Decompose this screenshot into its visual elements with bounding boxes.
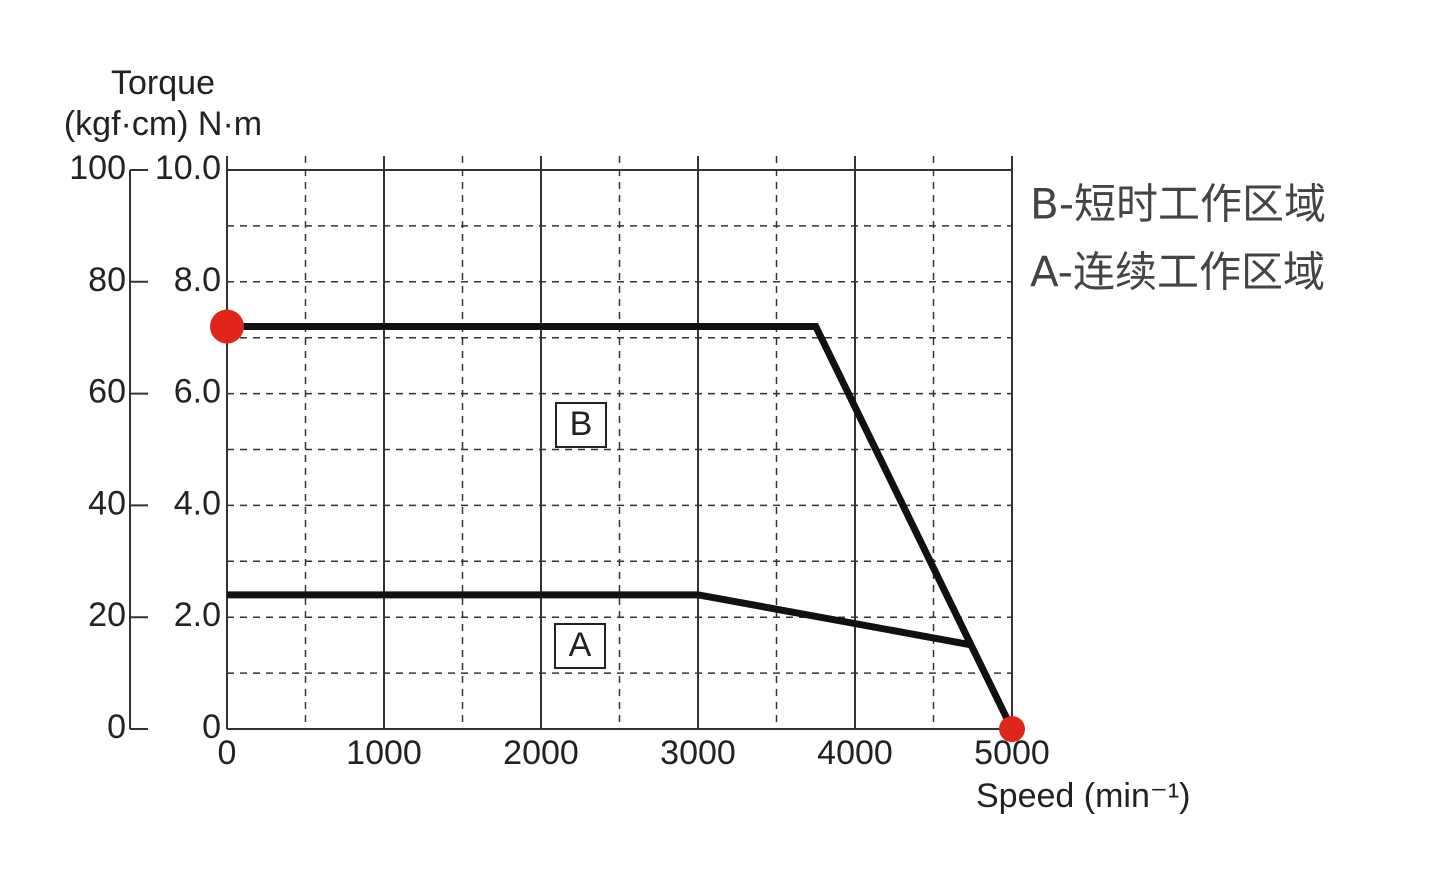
line	[227, 323, 1016, 731]
y-axis-title: Torque	[111, 64, 215, 102]
y-tick-label: 0	[202, 708, 221, 746]
annotation-box	[555, 402, 607, 448]
legend-text: A-连续工作区域	[1030, 248, 1325, 297]
y2-tick-label: 60	[88, 373, 126, 411]
endpoint-marker	[210, 309, 244, 344]
y-axis-unit: (kgf·cm) N·m	[64, 105, 262, 143]
x-axis-title: Speed (min⁻¹)	[976, 777, 1190, 815]
y2-tick-label: 80	[88, 261, 126, 299]
x-tick-label: 3000	[660, 734, 736, 772]
y2-tick-label: 0	[107, 708, 126, 746]
x-tick-label: 2000	[503, 734, 579, 772]
line	[227, 591, 974, 649]
annotation: B	[570, 405, 593, 443]
y-tick-label: 2.0	[174, 596, 221, 634]
y-tick-label: 6.0	[174, 373, 221, 411]
endpoint-marker	[999, 716, 1025, 742]
y2-tick-label: 40	[88, 484, 126, 522]
y2-tick-label: 100	[69, 149, 126, 187]
annotation: A	[569, 626, 592, 664]
legend-text: B-短时工作区域	[1030, 180, 1326, 229]
x-tick-label: 0	[218, 734, 237, 772]
annotation-box	[554, 623, 606, 669]
y-tick-label: 8.0	[174, 261, 221, 299]
x-tick-label: 1000	[346, 734, 422, 772]
y-tick-label: 10.0	[155, 149, 221, 187]
y-tick-label: 4.0	[174, 484, 221, 522]
y2-tick-label: 20	[88, 596, 126, 634]
x-tick-label: 4000	[817, 734, 893, 772]
